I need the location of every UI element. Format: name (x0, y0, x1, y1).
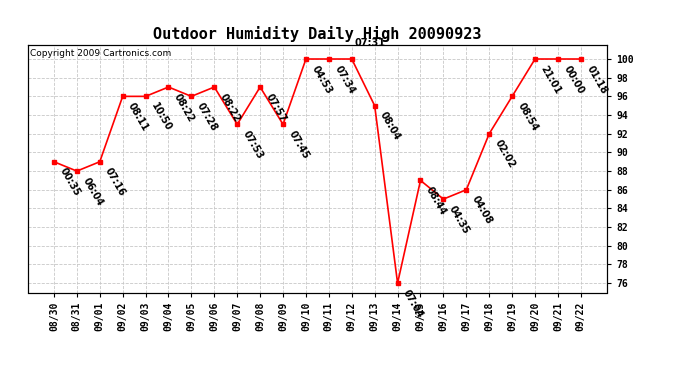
Text: 04:35: 04:35 (447, 204, 471, 236)
Text: 10:50: 10:50 (149, 101, 173, 133)
Text: 08:22: 08:22 (218, 92, 242, 124)
Text: 04:08: 04:08 (470, 194, 494, 226)
Text: 21:01: 21:01 (538, 64, 562, 96)
Text: 06:04: 06:04 (80, 176, 104, 208)
Text: 08:54: 08:54 (515, 101, 540, 133)
Text: 07:34: 07:34 (333, 64, 357, 96)
Text: 07:45: 07:45 (286, 129, 310, 161)
Text: 00:00: 00:00 (562, 64, 586, 96)
Text: 07:57: 07:57 (264, 92, 288, 123)
Text: 07:53: 07:53 (241, 129, 265, 161)
Text: 04:53: 04:53 (309, 64, 333, 96)
Text: 08:04: 08:04 (378, 110, 402, 142)
Text: 00:35: 00:35 (57, 166, 81, 198)
Text: 08:22: 08:22 (172, 92, 196, 124)
Text: 07:28: 07:28 (195, 101, 219, 133)
Text: 08:44: 08:44 (424, 185, 448, 217)
Text: Copyright 2009 Cartronics.com: Copyright 2009 Cartronics.com (30, 49, 172, 58)
Text: 07:31: 07:31 (354, 38, 385, 48)
Text: 02:02: 02:02 (493, 138, 517, 170)
Text: 07:16: 07:16 (104, 166, 128, 198)
Text: 01:18: 01:18 (584, 64, 609, 96)
Text: 07:04: 07:04 (401, 288, 425, 320)
Text: 08:11: 08:11 (126, 101, 150, 133)
Title: Outdoor Humidity Daily High 20090923: Outdoor Humidity Daily High 20090923 (153, 27, 482, 42)
